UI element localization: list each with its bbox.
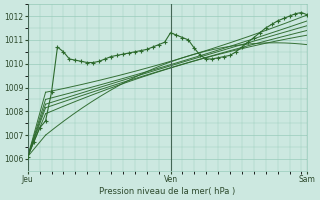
X-axis label: Pression niveau de la mer( hPa ): Pression niveau de la mer( hPa ) <box>100 187 236 196</box>
